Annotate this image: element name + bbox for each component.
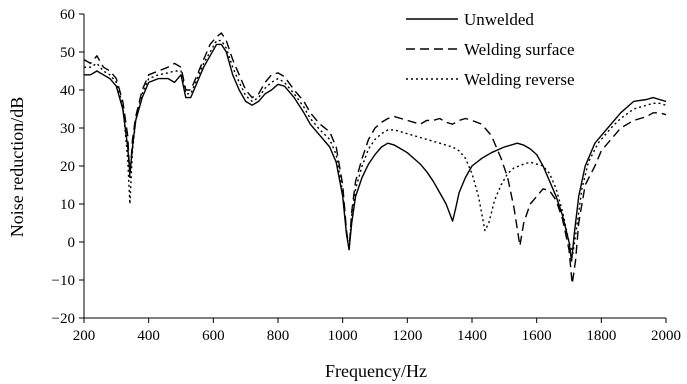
- y-tick-label: 0: [68, 235, 76, 251]
- legend-label-welding-surface: Welding surface: [464, 40, 575, 59]
- x-axis-title: Frequency/Hz: [325, 361, 427, 381]
- y-tick-label: 20: [60, 159, 75, 175]
- y-tick-label: −20: [52, 311, 75, 327]
- x-tick-label: 1600: [522, 328, 552, 344]
- x-tick-label: 800: [267, 328, 290, 344]
- series-line-welding-surface: [83, 32, 667, 285]
- y-axis-title: Noise reduction/dB: [7, 97, 27, 237]
- y-tick-label: 10: [60, 197, 75, 213]
- x-tick-label: 1800: [586, 328, 616, 344]
- axes-group: [83, 14, 666, 319]
- series-line-unwelded: [84, 43, 667, 262]
- x-tick-label: 1400: [457, 328, 487, 344]
- x-tick-label: 600: [202, 328, 225, 344]
- plot-series-group: [83, 32, 667, 285]
- y-tick-label: 60: [60, 7, 75, 23]
- y-tick-label: 40: [60, 83, 75, 99]
- x-tick-label: 1000: [328, 328, 358, 344]
- legend-label-unwelded: Unwelded: [464, 10, 534, 29]
- x-tick-label: 2000: [651, 328, 681, 344]
- y-tick-label: −10: [52, 273, 75, 289]
- y-tick-label: 50: [60, 45, 75, 61]
- series-line-welding-reverse: [84, 39, 667, 255]
- x-tick-label: 200: [73, 328, 96, 344]
- y-tick-label: 30: [60, 121, 75, 137]
- x-tick-label: 1200: [392, 328, 422, 344]
- x-tick-label: 400: [137, 328, 160, 344]
- legend-label-welding-reverse: Welding reverse: [464, 70, 575, 89]
- ticks-group: 200 400 600 800 1000 1200 1400 1600 1800 2000−20−…: [52, 7, 681, 344]
- legend: Unwelded Welding surface Welding reverse: [406, 10, 575, 89]
